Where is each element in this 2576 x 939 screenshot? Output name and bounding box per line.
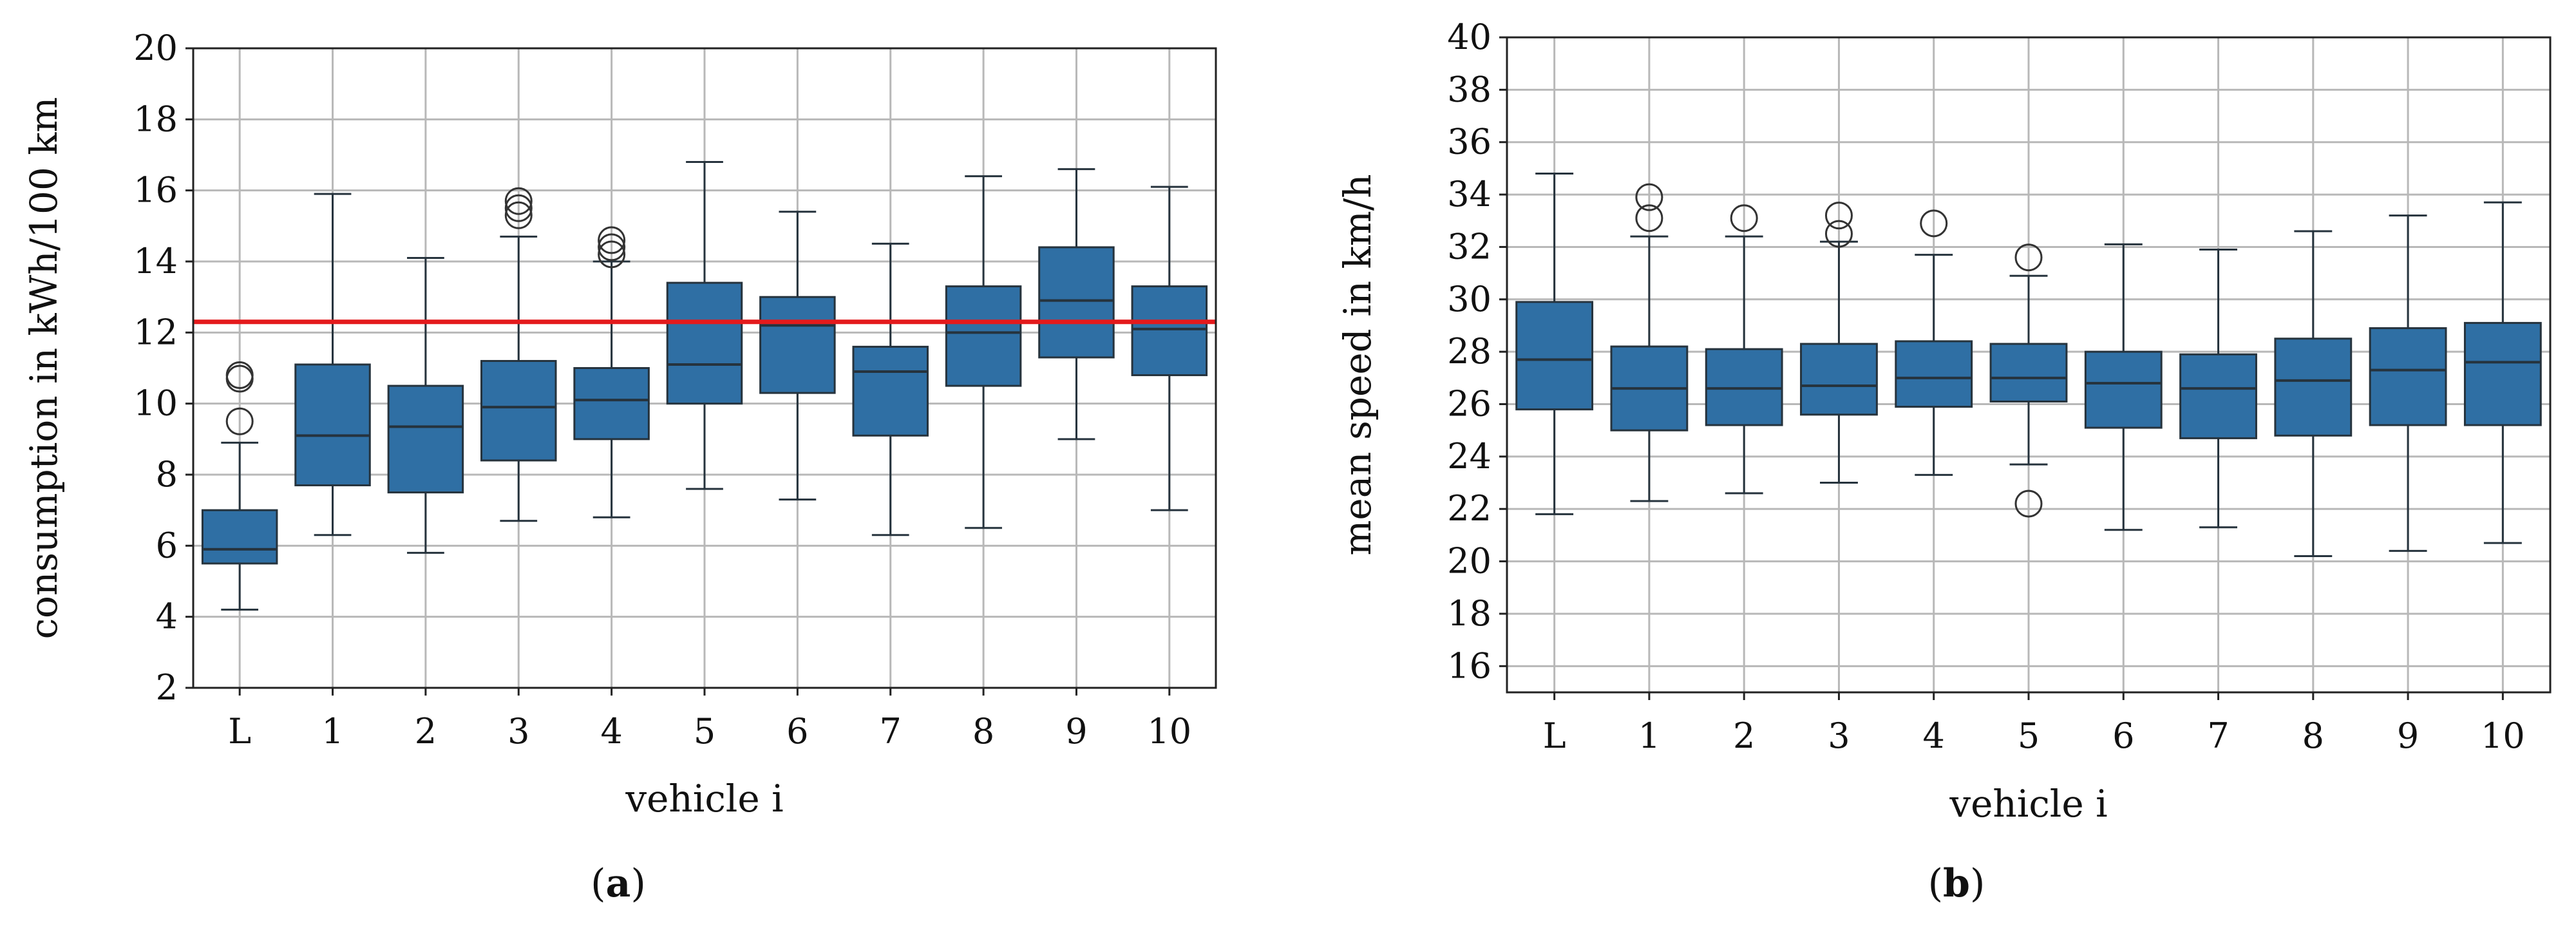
- y-tick-label: 6: [156, 525, 178, 565]
- box-iqr: [387, 384, 464, 494]
- x-tick-label: 1: [321, 711, 343, 752]
- outlier-point: [225, 407, 254, 435]
- box-iqr: [2084, 350, 2163, 429]
- y-tick-label: 16: [133, 170, 178, 211]
- outlier-point: [1824, 220, 1853, 248]
- x-tick-label: 10: [1147, 711, 1191, 752]
- x-axis-label: vehicle i: [1949, 782, 2107, 826]
- y-tick-label: 36: [1447, 122, 1492, 162]
- x-tick-label: 7: [880, 711, 902, 752]
- y-tick-label: 38: [1447, 69, 1492, 109]
- box-iqr: [1038, 246, 1115, 359]
- x-tick-label: 6: [786, 711, 808, 752]
- box-iqr: [1800, 343, 1878, 416]
- y-tick-label: 28: [1447, 331, 1492, 372]
- x-tick-label: 5: [694, 711, 715, 752]
- caption-b: (b): [1928, 861, 1985, 906]
- outlier-point: [1635, 204, 1663, 232]
- y-tick-label: 12: [133, 312, 178, 352]
- box-iqr: [1895, 340, 1973, 408]
- y-tick-label: 4: [156, 596, 178, 637]
- box-iqr: [201, 509, 278, 565]
- y-axis-label: mean speed in km/h: [1336, 174, 1379, 555]
- outlier-point: [504, 201, 533, 229]
- x-tick-label: 1: [1638, 716, 1660, 756]
- x-tick-label: 3: [507, 711, 529, 752]
- x-tick-label: 10: [2481, 716, 2525, 756]
- outlier-point: [1824, 202, 1853, 230]
- outlier-point: [2014, 489, 2043, 518]
- y-tick-label: 40: [1447, 17, 1492, 57]
- x-tick-label: 7: [2207, 716, 2229, 756]
- caption-a: (a): [591, 861, 646, 906]
- outlier-point: [598, 240, 626, 269]
- box-iqr: [2463, 321, 2542, 426]
- box-iqr: [852, 345, 929, 437]
- outlier-point: [504, 187, 533, 215]
- y-tick-label: 18: [133, 99, 178, 139]
- y-tick-label: 16: [1447, 645, 1492, 686]
- y-tick-label: 2: [156, 667, 178, 708]
- x-tick-label: 6: [2112, 716, 2134, 756]
- x-tick-label: 4: [600, 711, 622, 752]
- y-tick-label: 32: [1447, 226, 1492, 267]
- outlier-point: [598, 226, 626, 254]
- y-tick-label: 8: [156, 454, 178, 495]
- y-tick-label: 20: [133, 28, 178, 68]
- box-iqr: [759, 296, 836, 394]
- x-tick-label: 8: [2302, 716, 2324, 756]
- outlier-point: [2014, 243, 2043, 272]
- y-tick-label: 22: [1447, 488, 1492, 529]
- x-tick-label: 2: [415, 711, 437, 752]
- plot-frame: [1506, 36, 2552, 694]
- y-tick-label: 14: [133, 241, 178, 281]
- x-tick-label: 2: [1733, 716, 1755, 756]
- y-tick-label: 34: [1447, 174, 1492, 214]
- box-iqr: [480, 359, 557, 462]
- x-tick-label: 9: [2397, 716, 2419, 756]
- box-iqr: [1515, 301, 1594, 411]
- box-iqr: [2274, 337, 2353, 437]
- x-tick-label: 3: [1828, 716, 1850, 756]
- outlier-point: [1635, 183, 1663, 211]
- outlier-point: [1730, 204, 1758, 232]
- box-iqr: [294, 363, 371, 487]
- y-tick-label: 26: [1447, 384, 1492, 424]
- caption-a-letter: a: [606, 861, 631, 906]
- x-tick-label: 4: [1923, 716, 1945, 756]
- box-iqr: [1705, 348, 1783, 426]
- y-tick-label: 30: [1447, 279, 1492, 319]
- box-iqr: [1131, 285, 1208, 377]
- outlier-point: [598, 233, 626, 261]
- plot-frame: [192, 47, 1217, 689]
- x-tick-label: 9: [1065, 711, 1087, 752]
- x-tick-label: 8: [972, 711, 994, 752]
- x-tick-label: L: [1543, 716, 1566, 756]
- box-iqr: [1989, 343, 2068, 403]
- outlier-point: [504, 194, 533, 222]
- box-iqr: [2369, 327, 2447, 426]
- x-axis-label: vehicle i: [625, 777, 783, 820]
- caption-b-letter: b: [1943, 861, 1970, 906]
- y-tick-label: 24: [1447, 436, 1492, 477]
- x-tick-label: 5: [2018, 716, 2040, 756]
- x-tick-label: L: [228, 711, 251, 752]
- box-iqr: [573, 367, 650, 441]
- box-iqr: [945, 285, 1022, 387]
- outlier-point: [225, 361, 254, 390]
- outlier-point: [1920, 209, 1948, 238]
- box-iqr: [666, 281, 743, 405]
- box-iqr: [2179, 353, 2257, 439]
- y-axis-label: consumption in kWh/100 km: [22, 97, 66, 640]
- y-tick-label: 18: [1447, 593, 1492, 634]
- y-tick-label: 20: [1447, 541, 1492, 582]
- y-tick-label: 10: [133, 383, 178, 424]
